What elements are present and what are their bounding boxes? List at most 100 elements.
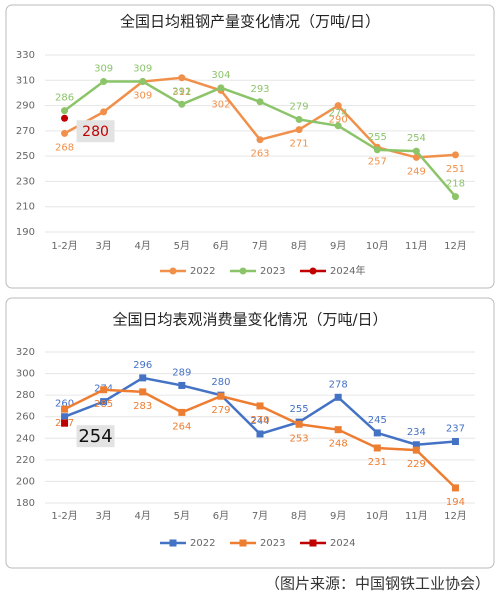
highlight-box <box>76 120 115 143</box>
marker <box>295 126 303 134</box>
y-tick-label: 280 <box>16 390 35 401</box>
marker <box>412 446 420 454</box>
value-label: 283 <box>133 401 152 412</box>
marker <box>217 392 225 400</box>
value-label: 257 <box>368 156 387 167</box>
y-tick-label: 210 <box>16 202 35 213</box>
marker <box>373 444 381 452</box>
value-label: 304 <box>211 70 230 81</box>
x-tick-label: 4月 <box>135 510 151 522</box>
chart-title: 全国日均表观消费量变化情况（万吨/日） <box>112 311 387 329</box>
x-tick-label: 4月 <box>135 240 151 252</box>
y-tick-label: 190 <box>16 227 35 238</box>
marker <box>239 539 247 547</box>
value-label: 254 <box>407 133 426 144</box>
marker <box>451 438 459 446</box>
value-label: 312 <box>172 87 191 98</box>
marker <box>309 539 317 547</box>
marker <box>139 78 147 86</box>
x-tick-label: 6月 <box>213 240 229 252</box>
chart-title: 全国日均粗钢产量变化情况（万吨/日） <box>120 13 380 31</box>
marker <box>100 386 108 394</box>
marker <box>256 136 264 144</box>
marker <box>61 107 69 115</box>
value-label: 251 <box>446 164 465 175</box>
x-tick-label: 11月 <box>405 240 428 252</box>
marker <box>373 429 381 437</box>
marker <box>412 441 420 449</box>
value-label: 271 <box>290 139 309 150</box>
value-label: 302 <box>211 99 230 110</box>
highlight-box <box>76 425 115 448</box>
x-tick-label: 3月 <box>95 510 111 522</box>
marker <box>373 146 381 154</box>
x-tick-label: 7月 <box>252 240 268 252</box>
chart-frame <box>5 297 495 569</box>
value-label: 249 <box>407 166 426 177</box>
marker <box>334 102 342 110</box>
chart-frame <box>5 4 495 289</box>
value-label: 309 <box>133 91 152 102</box>
marker <box>169 539 177 547</box>
marker <box>100 108 108 116</box>
marker <box>334 122 342 130</box>
y-tick-label: 200 <box>16 476 35 487</box>
value-label: 254 <box>78 426 112 447</box>
x-tick-label: 6月 <box>213 510 229 522</box>
x-tick-label: 10月 <box>366 510 389 522</box>
y-tick-label: 220 <box>16 455 35 466</box>
marker <box>139 374 147 382</box>
marker <box>451 484 459 492</box>
marker <box>256 430 264 438</box>
x-tick-label: 5月 <box>174 240 190 252</box>
value-label: 264 <box>172 421 191 432</box>
value-label: 290 <box>329 115 348 126</box>
x-tick-label: 7月 <box>252 510 268 522</box>
x-tick-label: 5月 <box>174 510 190 522</box>
marker <box>451 151 459 159</box>
x-tick-label: 12月 <box>444 510 467 522</box>
value-label: 279 <box>290 101 309 112</box>
x-tick-label: 8月 <box>291 240 307 252</box>
y-tick-label: 330 <box>16 50 35 61</box>
value-label: 234 <box>407 427 426 438</box>
x-tick-label: 10月 <box>366 240 389 252</box>
marker <box>451 193 459 201</box>
x-tick-label: 9月 <box>330 510 346 522</box>
x-tick-label: 1-2月 <box>51 240 77 252</box>
value-label: 289 <box>172 367 191 378</box>
value-label: 296 <box>133 360 152 371</box>
marker <box>178 408 186 416</box>
marker <box>61 419 69 427</box>
value-label: 218 <box>446 179 465 190</box>
marker <box>239 267 247 275</box>
marker <box>256 98 264 106</box>
y-tick-label: 300 <box>16 369 35 380</box>
marker <box>412 153 420 161</box>
marker <box>178 74 186 82</box>
value-label: 278 <box>329 379 348 390</box>
legend-label: 2024年 <box>330 264 365 277</box>
y-tick-label: 320 <box>16 347 35 358</box>
value-label: 244 <box>250 416 269 427</box>
x-tick-label: 12月 <box>444 240 467 252</box>
value-label: 263 <box>250 149 269 160</box>
legend-label: 2023 <box>260 266 285 277</box>
y-tick-label: 240 <box>16 433 35 444</box>
marker <box>334 426 342 434</box>
marker <box>412 147 420 155</box>
marker <box>295 420 303 428</box>
marker <box>100 78 108 86</box>
value-label: 231 <box>368 457 387 468</box>
value-label: 268 <box>55 142 74 153</box>
value-label: 194 <box>446 497 465 508</box>
x-tick-label: 9月 <box>330 240 346 252</box>
marker <box>309 267 317 275</box>
y-tick-label: 230 <box>16 176 35 187</box>
value-label: 291 <box>172 86 191 97</box>
marker <box>256 402 264 410</box>
value-label: 255 <box>368 132 387 143</box>
marker <box>100 398 108 406</box>
value-label: 285 <box>94 399 113 410</box>
